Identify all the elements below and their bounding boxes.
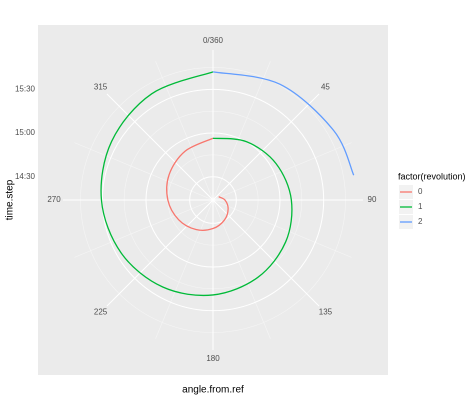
x-tick-label: 90: [368, 195, 377, 204]
minor-grid-spoke: [212, 61, 271, 201]
x-tick-label: 180: [206, 354, 220, 363]
y-tick-label: 15:30: [15, 84, 36, 93]
series-line: [166, 137, 229, 231]
legend-label: 0: [418, 187, 423, 196]
minor-grid-spoke: [74, 199, 214, 258]
grid-spoke: [106, 93, 214, 201]
legend-title: factor(revolution): [398, 171, 466, 181]
x-axis-title: angle.from.ref: [182, 385, 244, 396]
minor-grid-spoke: [212, 142, 352, 201]
minor-grid-spoke: [212, 199, 352, 258]
legend-label: 1: [418, 202, 423, 211]
x-tick-label: 0/360: [203, 36, 224, 45]
minor-grid-spoke: [155, 61, 214, 201]
series-line: [212, 71, 355, 176]
grid-spoke: [212, 93, 320, 201]
x-tick-label: 270: [47, 195, 61, 204]
x-tick-label: 225: [94, 308, 108, 317]
x-tick-label: 45: [321, 83, 330, 92]
legend-label: 2: [418, 217, 423, 226]
y-tick-label: 14:30: [15, 172, 36, 181]
x-tick-label: 135: [319, 308, 333, 317]
x-tick-label: 315: [94, 83, 108, 92]
series-line: [100, 71, 293, 297]
minor-grid-spoke: [74, 142, 214, 201]
grid-spoke: [212, 199, 320, 307]
minor-grid-spoke: [155, 199, 214, 339]
y-axis-title: time.step: [5, 179, 16, 220]
y-tick-label: 15:00: [15, 128, 36, 137]
grid-spoke: [106, 199, 214, 307]
